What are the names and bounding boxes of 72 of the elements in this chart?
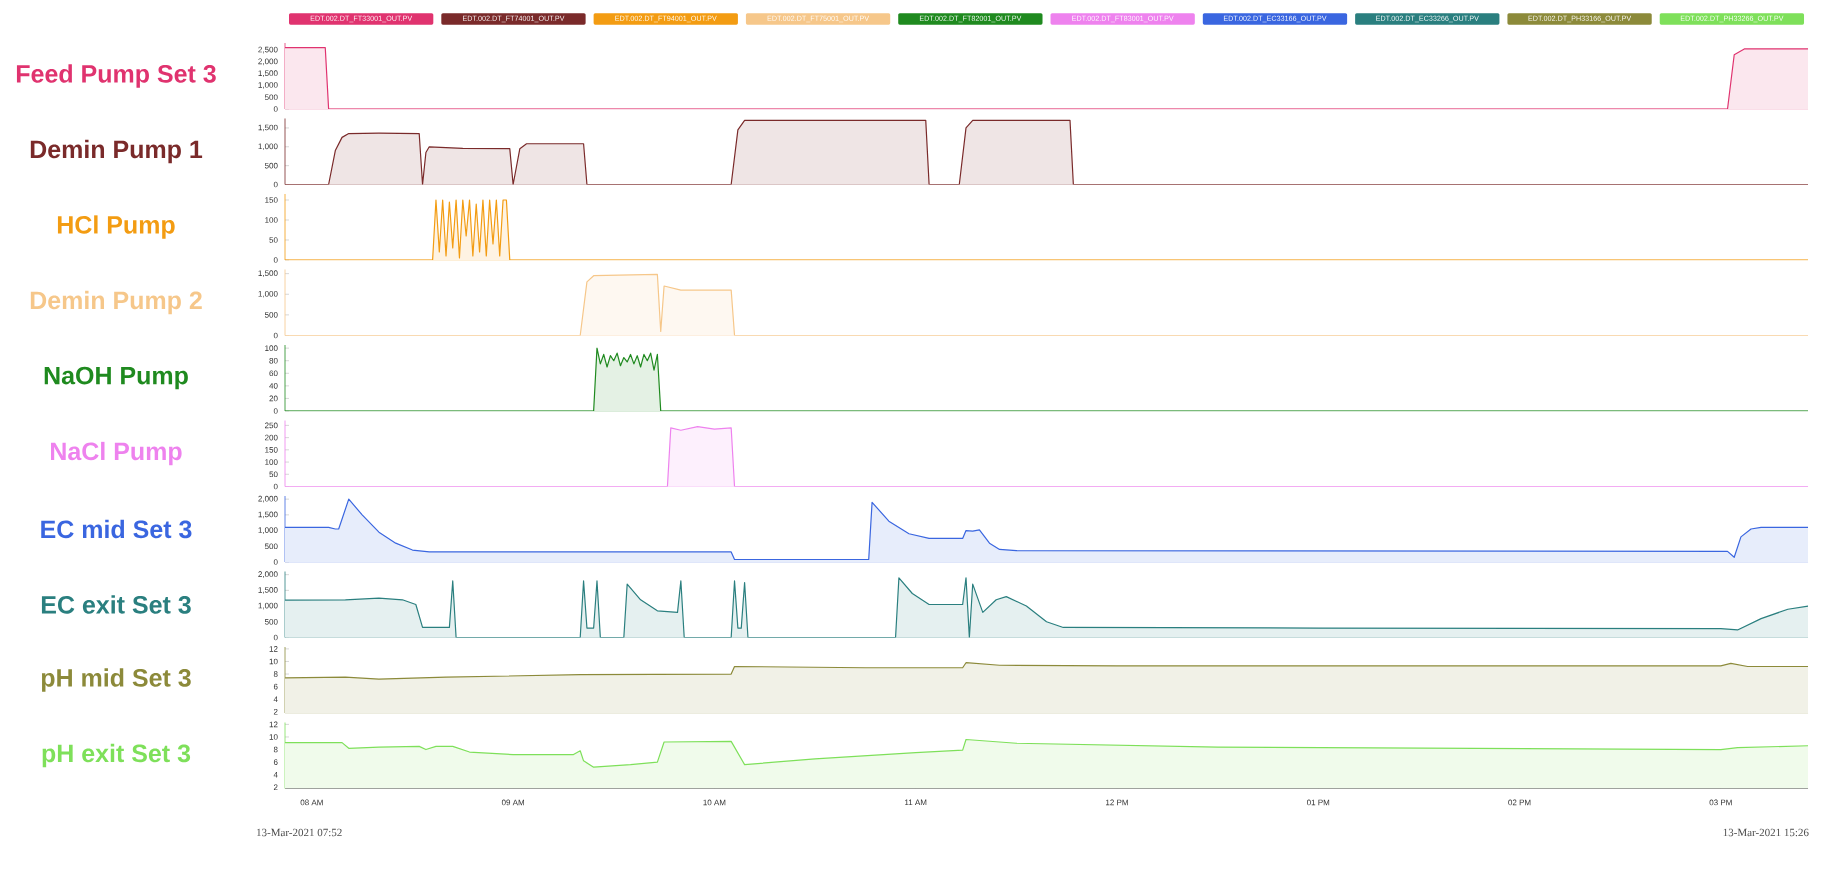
y-tick-label: 200 bbox=[265, 434, 278, 441]
y-axis-title: pH mid Set 3 bbox=[41, 668, 191, 692]
y-tick-label: 1,000 bbox=[258, 290, 278, 298]
y-tick-label: 4 bbox=[273, 696, 278, 702]
y-tick-label: 0 bbox=[273, 634, 278, 641]
y-axis-title: pH exit Set 3 bbox=[42, 743, 191, 768]
y-tick-label: 0 bbox=[273, 483, 278, 490]
x-tick-label: 09 AM bbox=[501, 799, 524, 806]
y-tick-label: 500 bbox=[264, 162, 278, 169]
y-tick-label: 2,000 bbox=[258, 571, 278, 578]
y-axis-title: Demin Pump 2 bbox=[30, 290, 202, 315]
y-tick-label: 2,000 bbox=[258, 58, 278, 66]
y-axis-title: Feed Pump Set 3 bbox=[16, 64, 216, 88]
y-tick-label: 1,000 bbox=[258, 602, 278, 610]
y-tick-label: 2,000 bbox=[258, 495, 278, 503]
y-tick-label: 0 bbox=[273, 332, 278, 339]
y-tick-label: 4 bbox=[273, 771, 278, 778]
y-tick-label: 1,000 bbox=[258, 82, 278, 89]
x-tick-label: 10 AM bbox=[703, 799, 726, 806]
x-tick-label: 11 AM bbox=[905, 799, 927, 806]
y-tick-label: 2 bbox=[273, 708, 278, 715]
y-tick-label: 60 bbox=[269, 370, 278, 377]
y-axis-title: EC exit Set 3 bbox=[41, 595, 191, 614]
y-tick-label: 500 bbox=[264, 618, 278, 625]
y-tick-label: 12 bbox=[269, 646, 278, 652]
y-tick-label: 150 bbox=[265, 447, 278, 453]
y-tick-label: 100 bbox=[265, 459, 278, 465]
x-tick-label: 08 AM bbox=[300, 799, 323, 806]
y-axis-title: Demin Pump 1 bbox=[30, 139, 203, 164]
y-tick-label: 1,000 bbox=[258, 527, 278, 534]
y-tick-label: 1,000 bbox=[258, 143, 278, 151]
y-tick-label: 500 bbox=[264, 543, 278, 550]
y-tick-label: 500 bbox=[264, 312, 278, 318]
y-tick-label: 10 bbox=[269, 734, 278, 740]
y-tick-label: 150 bbox=[265, 197, 278, 203]
y-tick-label: 1,500 bbox=[258, 270, 278, 277]
y-tick-label: 100 bbox=[265, 345, 278, 351]
text: 13-Mar-2021 15:26 bbox=[1723, 828, 1809, 837]
y-tick-label: 8 bbox=[273, 746, 278, 753]
y-tick-label: 40 bbox=[269, 383, 278, 389]
y-tick-label: 0 bbox=[273, 106, 278, 112]
x-tick-label: 01 PM bbox=[1306, 799, 1330, 806]
y-tick-label: 1,500 bbox=[258, 511, 278, 519]
y-tick-label: 12 bbox=[269, 721, 278, 728]
y-tick-label: 20 bbox=[269, 395, 278, 402]
y-axis-title: EC mid Set 3 bbox=[41, 519, 192, 539]
y-tick-label: 0 bbox=[273, 559, 278, 565]
y-tick-label: 250 bbox=[265, 422, 278, 429]
y-tick-label: 500 bbox=[264, 94, 278, 101]
y-tick-label: 0 bbox=[273, 257, 278, 263]
y-tick-label: 6 bbox=[273, 759, 278, 765]
y-tick-label: 8 bbox=[273, 671, 278, 677]
x-tick-label: 02 PM bbox=[1508, 799, 1531, 806]
y-axis-title: NaCl Pump bbox=[50, 441, 182, 466]
y-tick-label: 1,500 bbox=[258, 70, 278, 77]
y-tick-label: 80 bbox=[269, 357, 278, 364]
x-tick-label: 12 PM bbox=[1106, 799, 1128, 806]
y-tick-label: 2,500 bbox=[258, 46, 278, 54]
y-tick-label: 100 bbox=[265, 217, 278, 223]
x-tick-label: 03 PM bbox=[1709, 799, 1732, 806]
y-axis-title: NaOH Pump bbox=[44, 366, 188, 390]
y-tick-label: 6 bbox=[273, 683, 278, 690]
y-tick-label: 10 bbox=[269, 658, 278, 665]
text: 13-Mar-2021 07:52 bbox=[257, 828, 342, 837]
y-tick-label: 50 bbox=[269, 237, 278, 243]
y-tick-label: 1,500 bbox=[258, 587, 278, 594]
y-tick-label: 1,500 bbox=[258, 124, 278, 132]
y-tick-label: 50 bbox=[269, 471, 278, 478]
y-tick-label: 2 bbox=[273, 784, 278, 791]
y-tick-label: 0 bbox=[273, 408, 278, 414]
y-axis-title: HCl Pump bbox=[57, 215, 175, 239]
y-tick-label: 0 bbox=[273, 181, 278, 188]
